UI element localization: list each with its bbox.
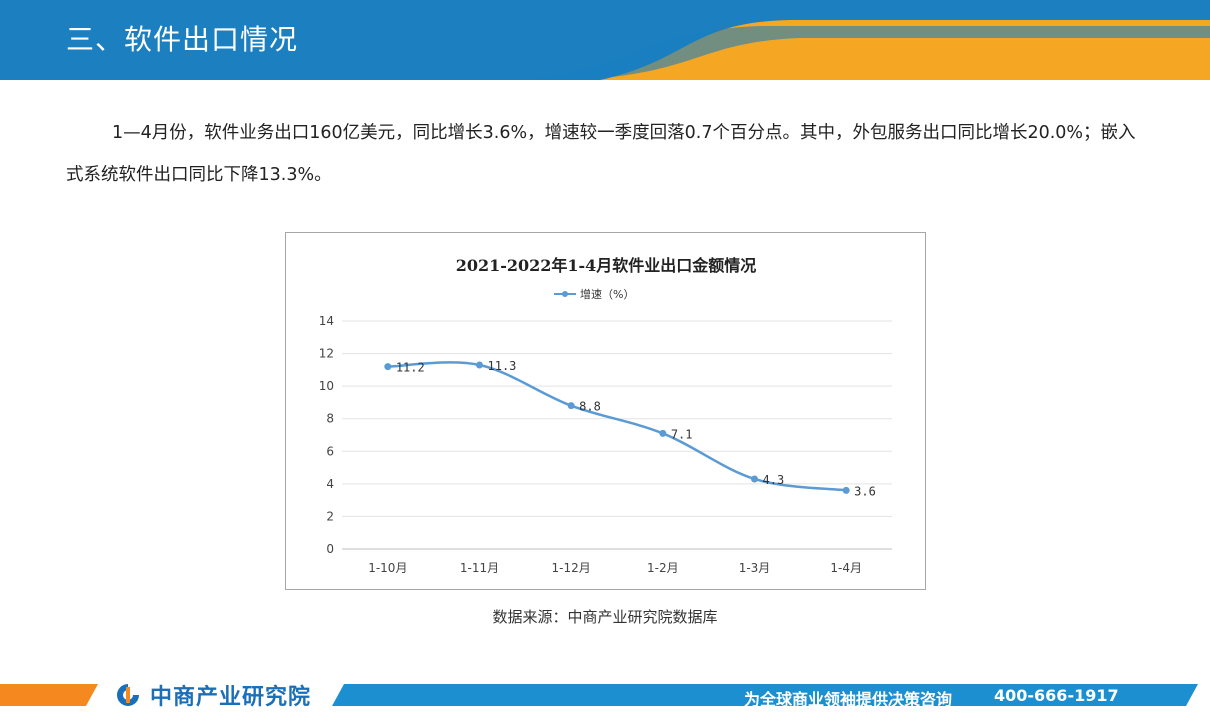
y-tick-label: 10: [319, 379, 334, 393]
y-tick-label: 4: [326, 477, 334, 491]
data-point: [384, 363, 392, 371]
y-tick-label: 6: [326, 444, 334, 458]
footer-logo: 中商产业研究院: [114, 678, 311, 712]
header-banner: 三、软件出口情况: [0, 0, 1210, 80]
footer-slogan: 为全球商业领袖提供决策咨询: [744, 690, 953, 709]
chart-legend: 增速（%）: [554, 287, 634, 301]
data-point: [751, 475, 758, 483]
page-title: 三、软件出口情况: [66, 23, 299, 56]
line-chart: 2021-2022年1-4月软件业出口金额情况 增速（%） 0 2 4 6 8 10 12 1…: [319, 256, 892, 575]
series-line: [387, 361, 847, 492]
data-label: 3.6: [854, 484, 876, 498]
data-point: [567, 402, 575, 410]
x-tick-label: 1-11月: [460, 561, 499, 575]
legend-label: 增速（%）: [580, 287, 634, 301]
data-label: 11.2: [396, 361, 425, 375]
footer-bar: [0, 676, 1210, 718]
y-tick-label: 0: [326, 542, 334, 556]
x-tick-label: 1-2月: [647, 561, 679, 575]
chart-container: 2021-2022年1-4月软件业出口金额情况 增速（%） 0 2 4 6 8 10 12 1…: [285, 232, 926, 590]
data-source-note: 数据来源：中商产业研究院数据库: [492, 608, 718, 626]
data-label: 7.1: [671, 427, 693, 441]
footer-background: [0, 684, 1198, 706]
x-tick-label: 1-12月: [552, 561, 591, 575]
company-logo-icon: [117, 684, 139, 706]
data-point: [842, 486, 850, 494]
x-tick-label: 1-4月: [830, 561, 862, 575]
footer-phone: 400-666-1917: [994, 686, 1119, 705]
chart-title: 2021-2022年1-4月软件业出口金额情况: [456, 256, 757, 275]
y-tick-label: 8: [326, 412, 334, 426]
summary-paragraph: 1—4月份，软件业务出口160亿美元，同比增长3.6%，增速较一季度回落0.7个…: [66, 123, 1136, 185]
data-point: [659, 429, 667, 437]
x-tick-label: 1-3月: [739, 561, 771, 575]
data-label: 4.3: [763, 473, 785, 487]
data-point: [476, 361, 483, 369]
x-tick-label: 1-10月: [368, 561, 407, 575]
y-tick-label: 12: [319, 347, 334, 361]
y-tick-label: 2: [326, 509, 334, 523]
logo-text: 中商产业研究院: [150, 685, 312, 710]
header-background: [0, 0, 1210, 80]
data-label: 8.8: [579, 400, 601, 414]
y-tick-label: 14: [319, 314, 334, 328]
data-label: 11.3: [488, 359, 517, 373]
